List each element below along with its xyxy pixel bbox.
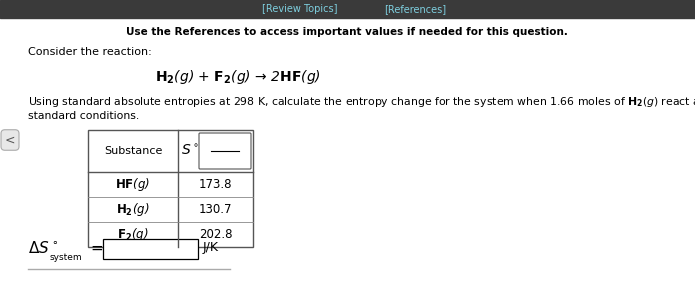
Bar [0, 0, 695, 18]
Text: 202.8: 202.8 [199, 228, 232, 241]
Text: [References]: [References] [384, 4, 446, 14]
Text: system: system [50, 253, 83, 261]
Text: 173.8: 173.8 [199, 178, 232, 191]
Text: $\mathbf{HF}$($g$): $\mathbf{HF}$($g$) [115, 176, 151, 193]
Text: J: J [223, 137, 227, 150]
Text: $\mathbf{F_2}$($g$): $\mathbf{F_2}$($g$) [117, 226, 149, 243]
Bar [103, 239, 198, 259]
Text: [Review Topics]: [Review Topics] [262, 4, 338, 14]
Text: <: < [5, 134, 15, 147]
Text: $\mathbf{H_2}$($g$) + $\mathbf{F_2}$($g$) → 2$\mathbf{HF}$($g$): $\mathbf{H_2}$($g$) + $\mathbf{F_2}$($g$… [155, 68, 321, 86]
Text: Using standard absolute entropies at 298 K, calculate the entropy change for the: Using standard absolute entropies at 298… [28, 95, 695, 109]
Text: Consider the reaction:: Consider the reaction: [28, 47, 152, 57]
Text: K$\cdot$mol: K$\cdot$mol [210, 153, 240, 165]
Text: $\Delta S^\circ$: $\Delta S^\circ$ [28, 240, 58, 256]
Text: Substance: Substance [104, 146, 162, 156]
Text: 130.7: 130.7 [199, 203, 232, 216]
FancyBboxPatch shape [199, 133, 251, 169]
Bar [88, 130, 253, 247]
Text: $\mathbf{H_2}$($g$): $\mathbf{H_2}$($g$) [116, 201, 149, 218]
Text: standard conditions.: standard conditions. [28, 111, 139, 121]
Text: Use the References to access important values if needed for this question.: Use the References to access important v… [126, 27, 568, 37]
Text: =: = [90, 240, 103, 255]
Text: J/K: J/K [203, 242, 219, 255]
Text: $S^\circ$: $S^\circ$ [181, 144, 199, 158]
